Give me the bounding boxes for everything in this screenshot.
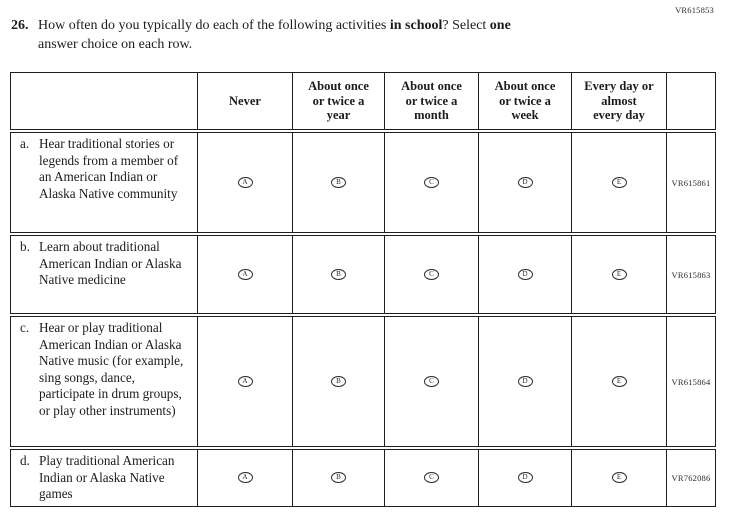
row-label-a: a. Hear traditional stories or legends f… xyxy=(11,133,198,232)
row-text-b: Learn about traditional American Indian … xyxy=(39,239,182,288)
answer-bubble-d-E[interactable]: E xyxy=(611,472,627,484)
answer-bubble-d-D[interactable]: D xyxy=(517,472,533,484)
row-letter-d: d. xyxy=(20,453,30,468)
cell-a-year: B xyxy=(293,133,385,232)
row-text-c: Hear or play traditional American Indian… xyxy=(39,320,184,418)
row-code-c: VR615864 xyxy=(671,376,711,387)
row-letter-b: b. xyxy=(20,239,30,254)
row-code-a: VR615861 xyxy=(671,177,711,188)
answer-bubble-a-B[interactable]: B xyxy=(331,177,346,188)
cell-b-month: C xyxy=(385,236,479,313)
cell-c-week: D xyxy=(479,317,572,446)
row-code-b: VR615863 xyxy=(671,269,711,280)
row-text-d: Play traditional American Indian or Alas… xyxy=(39,453,175,502)
cell-c-everyday: E xyxy=(572,317,667,446)
answer-bubble-b-C[interactable]: C xyxy=(424,269,439,280)
cell-a-week: D xyxy=(479,133,572,232)
header-once-twice-month: About once or twice a month xyxy=(385,73,479,129)
cell-a-month: C xyxy=(385,133,479,232)
row-label-c: c. Hear or play traditional American Ind… xyxy=(11,317,198,446)
answer-bubble-c-B[interactable]: B xyxy=(331,376,346,387)
response-grid: Never About once or twice a year About o… xyxy=(10,72,716,507)
question-text-bold-one: one xyxy=(489,18,511,33)
answer-bubble-a-C[interactable]: C xyxy=(424,177,439,188)
cell-b-never: A xyxy=(198,236,293,313)
table-row-b: b. Learn about traditional American Indi… xyxy=(10,235,716,314)
header-once-twice-year: About once or twice a year xyxy=(293,73,385,129)
row-letter-c: c. xyxy=(20,320,30,335)
answer-bubble-b-A[interactable]: A xyxy=(237,269,253,280)
table-row-d: d. Play traditional American Indian or A… xyxy=(10,449,716,507)
question-text-part1: How often do you typically do each of th… xyxy=(38,18,390,33)
header-blank xyxy=(11,73,198,129)
cell-d-month: C xyxy=(385,450,479,506)
row-label-b: b. Learn about traditional American Indi… xyxy=(11,236,198,313)
row-code-d: VR762086 xyxy=(671,472,711,483)
question-block: 26. How often do you typically do each o… xyxy=(11,16,651,54)
question-text-part2: ? Select xyxy=(442,18,490,33)
answer-bubble-c-A[interactable]: A xyxy=(237,376,253,387)
answer-bubble-d-C[interactable]: C xyxy=(424,472,439,484)
question-text: How often do you typically do each of th… xyxy=(38,16,511,54)
answer-bubble-a-D[interactable]: D xyxy=(517,177,533,188)
answer-bubble-a-E[interactable]: E xyxy=(611,177,627,188)
row-letter-a: a. xyxy=(20,136,30,151)
answer-bubble-d-A[interactable]: A xyxy=(237,472,253,484)
answer-bubble-c-D[interactable]: D xyxy=(517,376,533,387)
cell-b-everyday: E xyxy=(572,236,667,313)
answer-bubble-c-C[interactable]: C xyxy=(424,376,439,387)
cell-c-month: C xyxy=(385,317,479,446)
header-never: Never xyxy=(198,73,293,129)
table-row-c: c. Hear or play traditional American Ind… xyxy=(10,316,716,447)
table-row-a: a. Hear traditional stories or legends f… xyxy=(10,132,716,233)
answer-bubble-b-E[interactable]: E xyxy=(611,269,627,280)
question-text-bold-in-school: in school xyxy=(389,18,443,33)
header-every-day: Every day or almost every day xyxy=(572,73,667,129)
cell-a-never: A xyxy=(198,133,293,232)
cell-c-year: B xyxy=(293,317,385,446)
question-number: 26. xyxy=(11,18,29,33)
cell-d-everyday: E xyxy=(572,450,667,506)
cell-d-year: B xyxy=(293,450,385,506)
cell-b-week: D xyxy=(479,236,572,313)
form-code-top: VR615853 xyxy=(675,5,714,15)
cell-b-year: B xyxy=(293,236,385,313)
row-text-a: Hear traditional stories or legends from… xyxy=(39,136,179,201)
row-label-d: d. Play traditional American Indian or A… xyxy=(11,450,198,506)
answer-bubble-b-B[interactable]: B xyxy=(331,269,346,280)
cell-d-never: A xyxy=(198,450,293,506)
answer-bubble-b-D[interactable]: D xyxy=(517,269,533,280)
header-code-blank xyxy=(667,73,715,129)
answer-bubble-a-A[interactable]: A xyxy=(237,177,253,188)
cell-c-never: A xyxy=(198,317,293,446)
cell-a-everyday: E xyxy=(572,133,667,232)
header-row: Never About once or twice a year About o… xyxy=(10,72,716,130)
answer-bubble-c-E[interactable]: E xyxy=(611,376,627,387)
cell-d-week: D xyxy=(479,450,572,506)
header-once-twice-week: About once or twice a week xyxy=(479,73,572,129)
question-text-part3: answer choice on each row. xyxy=(38,37,193,52)
answer-bubble-d-B[interactable]: B xyxy=(331,472,346,484)
